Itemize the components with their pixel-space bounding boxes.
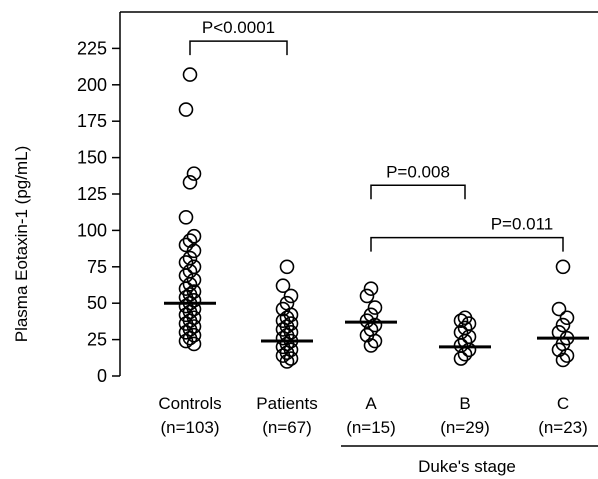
y-tick-label: 100 [77, 220, 107, 240]
significance-label: P<0.0001 [202, 18, 275, 37]
significance-bracket [370, 184, 466, 200]
data-point [461, 342, 477, 358]
significance-label: P=0.008 [386, 162, 450, 181]
y-tick-label: 50 [87, 293, 107, 313]
data-point [279, 259, 295, 275]
group-label: Duke's stage [418, 457, 516, 476]
data-point [275, 278, 291, 294]
data-point [453, 313, 469, 328]
y-tick-label: 150 [77, 148, 107, 168]
data-points [178, 67, 575, 369]
data-point [367, 333, 383, 349]
x-tick-label: C [557, 394, 569, 413]
x-tick-n-label: (n=23) [538, 418, 588, 437]
data-point [555, 352, 571, 368]
data-point [186, 336, 202, 352]
data-point [182, 67, 198, 82]
data-point [559, 348, 575, 363]
x-tick-label: A [365, 394, 377, 413]
data-point [363, 338, 379, 353]
y-axis: 0 25 50 75 100 125 150 175 200 225 [77, 38, 120, 386]
data-point [279, 354, 295, 369]
x-tick-label: B [459, 394, 470, 413]
y-tick-label: 125 [77, 184, 107, 204]
x-tick-n-label: (n=29) [440, 418, 490, 437]
data-point [559, 310, 575, 326]
significance-annotations: P<0.0001 P=0.008 P=0.011 [189, 18, 564, 252]
significance-label: P=0.011 [491, 215, 554, 234]
data-point [182, 233, 198, 248]
data-point [367, 300, 383, 315]
x-tick-n-label: (n=103) [160, 418, 219, 437]
y-tick-label: 175 [77, 111, 107, 131]
y-tick-label: 25 [87, 330, 107, 350]
data-point [555, 259, 571, 275]
data-point [186, 228, 202, 244]
data-point [186, 166, 202, 181]
median-lines [164, 301, 589, 349]
data-point [359, 288, 375, 304]
data-point [186, 243, 202, 259]
data-point [182, 175, 198, 190]
data-point [178, 209, 194, 225]
data-point [363, 281, 379, 296]
data-point [283, 351, 299, 366]
data-point [367, 317, 383, 333]
y-tick-label: 200 [77, 75, 107, 95]
y-tick-label: 225 [77, 38, 107, 58]
data-point [555, 317, 571, 333]
data-point [453, 351, 469, 366]
significance-bracket [370, 236, 564, 252]
y-tick-label: 0 [97, 366, 107, 386]
x-axis-labels: Controls (n=103) Patients (n=67) A (n=15) B (n=… [158, 394, 598, 476]
data-point [178, 333, 194, 349]
significance-bracket [189, 40, 288, 56]
x-tick-n-label: (n=15) [346, 418, 396, 437]
data-point [186, 272, 202, 288]
data-point [283, 288, 299, 304]
x-tick-label: Controls [158, 394, 221, 413]
y-tick-label: 75 [87, 257, 107, 277]
x-tick-label: Patients [256, 394, 317, 413]
y-axis-label: Plasma Eotaxin-1 (pg/mL) [12, 146, 31, 343]
data-point [551, 301, 567, 317]
data-point [178, 102, 194, 117]
data-point [182, 276, 198, 292]
x-tick-n-label: (n=67) [262, 418, 312, 437]
